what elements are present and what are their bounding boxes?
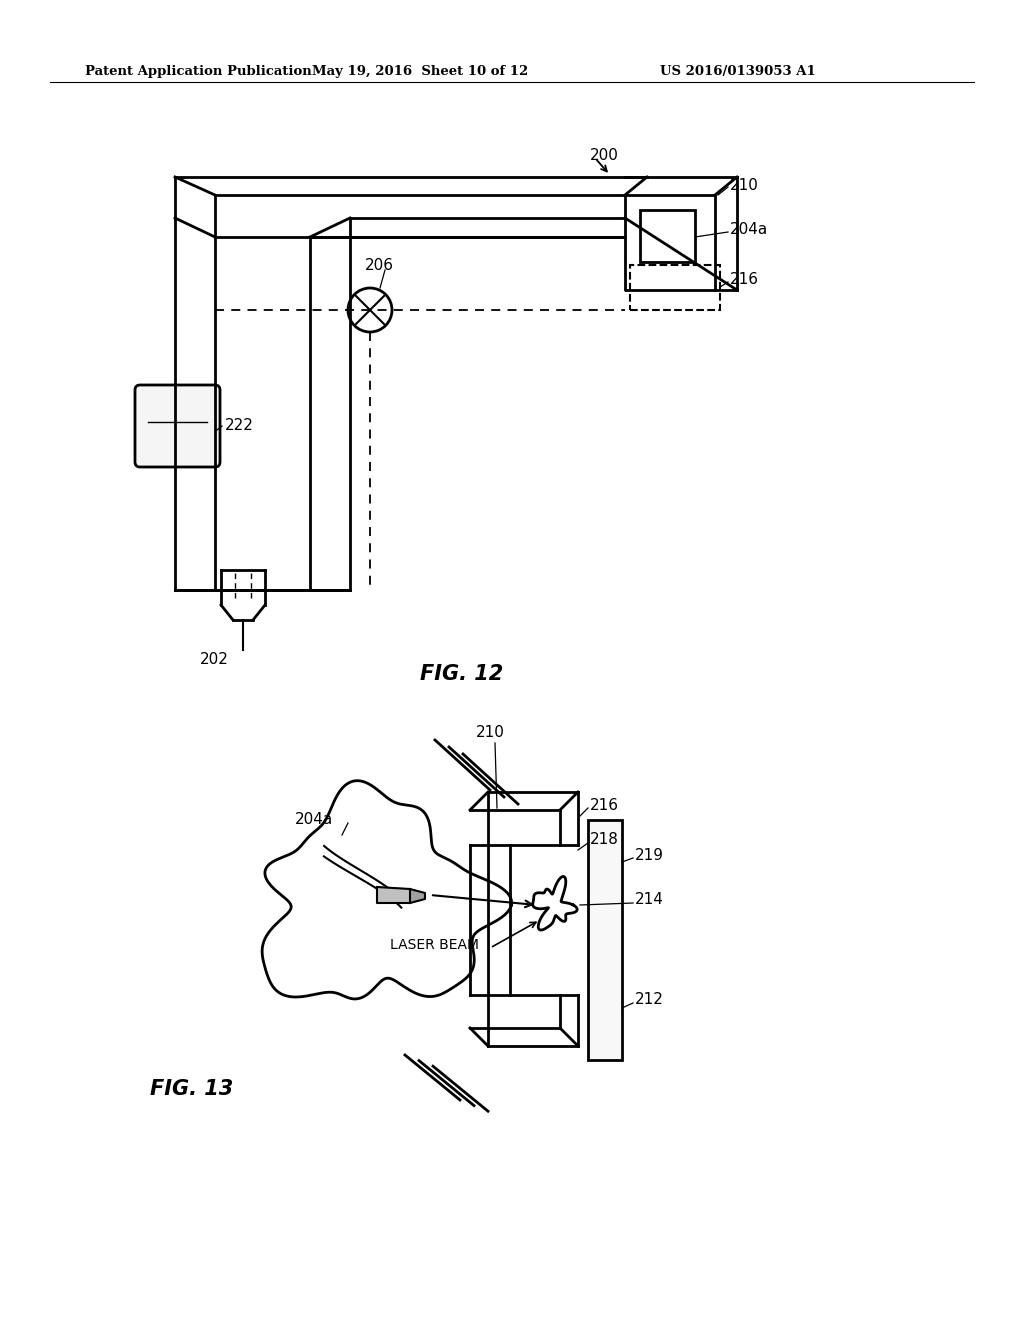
- Circle shape: [348, 288, 392, 333]
- Text: 216: 216: [730, 272, 759, 288]
- Text: May 19, 2016  Sheet 10 of 12: May 19, 2016 Sheet 10 of 12: [312, 65, 528, 78]
- Text: 202: 202: [200, 652, 229, 668]
- Text: 214: 214: [635, 892, 664, 908]
- Text: 210: 210: [730, 177, 759, 193]
- Text: 204a: 204a: [295, 813, 333, 828]
- Polygon shape: [377, 887, 410, 903]
- Text: 204a: 204a: [730, 223, 768, 238]
- Text: 212: 212: [635, 993, 664, 1007]
- FancyBboxPatch shape: [135, 385, 220, 467]
- Bar: [630, 265, 720, 310]
- Text: 210: 210: [475, 725, 505, 741]
- Text: FIG. 12: FIG. 12: [420, 664, 503, 684]
- Text: 219: 219: [635, 847, 664, 862]
- Text: 222: 222: [225, 417, 254, 433]
- Polygon shape: [410, 888, 425, 903]
- Bar: [588, 820, 622, 1060]
- Text: LASER BEAM: LASER BEAM: [390, 939, 479, 952]
- Text: US 2016/0139053 A1: US 2016/0139053 A1: [660, 65, 816, 78]
- Bar: [640, 210, 695, 261]
- Text: 206: 206: [365, 259, 394, 273]
- Text: Patent Application Publication: Patent Application Publication: [85, 65, 311, 78]
- Text: 218: 218: [590, 833, 618, 847]
- Text: 216: 216: [590, 797, 618, 813]
- Text: FIG. 13: FIG. 13: [150, 1078, 233, 1100]
- Text: 200: 200: [590, 148, 618, 162]
